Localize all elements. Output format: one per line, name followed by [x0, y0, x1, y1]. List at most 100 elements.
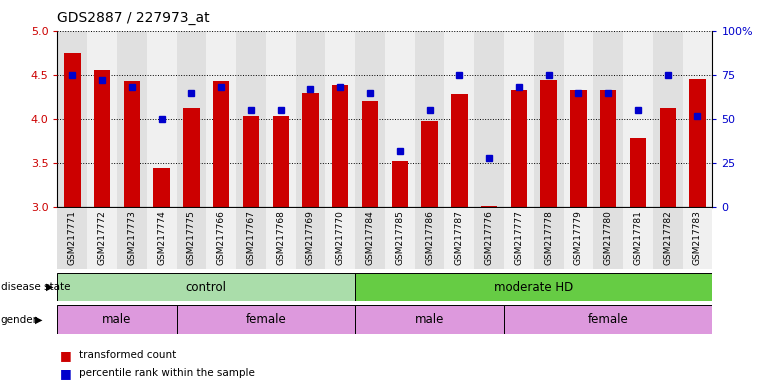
Bar — [206, 31, 236, 207]
Text: GSM217770: GSM217770 — [336, 210, 345, 265]
Text: GSM217776: GSM217776 — [485, 210, 493, 265]
Text: GSM217777: GSM217777 — [515, 210, 523, 265]
Text: male: male — [103, 313, 132, 326]
Bar — [504, 31, 534, 207]
Text: GSM217775: GSM217775 — [187, 210, 196, 265]
Text: female: female — [245, 313, 286, 326]
Bar — [236, 31, 266, 207]
Bar — [296, 31, 326, 207]
Bar — [243, 116, 259, 207]
Bar — [57, 273, 355, 301]
Text: GSM217769: GSM217769 — [306, 210, 315, 265]
Bar — [64, 53, 80, 207]
Bar — [564, 31, 594, 207]
Bar — [117, 207, 147, 269]
Bar — [474, 207, 504, 269]
Bar — [474, 31, 504, 207]
Text: GSM217787: GSM217787 — [455, 210, 464, 265]
Text: GSM217773: GSM217773 — [127, 210, 136, 265]
Bar — [385, 207, 414, 269]
Text: GSM217778: GSM217778 — [544, 210, 553, 265]
Text: GSM217781: GSM217781 — [633, 210, 643, 265]
Bar — [504, 207, 534, 269]
Bar — [534, 207, 564, 269]
Bar — [385, 31, 414, 207]
Bar — [653, 31, 683, 207]
Bar — [355, 273, 712, 301]
Bar — [236, 207, 266, 269]
Bar — [303, 93, 319, 207]
Text: disease state: disease state — [1, 282, 70, 292]
Bar — [653, 207, 683, 269]
Bar — [444, 207, 474, 269]
Bar — [541, 80, 557, 207]
Bar — [660, 108, 676, 207]
Text: GSM217768: GSM217768 — [277, 210, 285, 265]
Text: GSM217783: GSM217783 — [693, 210, 702, 265]
Text: GSM217784: GSM217784 — [365, 210, 375, 265]
Text: GDS2887 / 227973_at: GDS2887 / 227973_at — [57, 11, 210, 25]
Bar — [147, 207, 176, 269]
Bar — [213, 81, 229, 207]
Text: control: control — [186, 281, 227, 293]
Text: ▶: ▶ — [34, 315, 42, 325]
Bar — [326, 207, 355, 269]
Bar — [564, 207, 594, 269]
Text: GSM217782: GSM217782 — [663, 210, 673, 265]
Bar — [683, 31, 712, 207]
Bar — [421, 121, 437, 207]
Bar — [623, 207, 653, 269]
Text: GSM217779: GSM217779 — [574, 210, 583, 265]
Text: ■: ■ — [60, 367, 71, 380]
Bar — [355, 31, 385, 207]
Text: GSM217772: GSM217772 — [97, 210, 106, 265]
Bar — [355, 207, 385, 269]
Bar — [57, 31, 87, 207]
Bar — [332, 86, 349, 207]
Bar — [87, 31, 117, 207]
Bar — [511, 90, 527, 207]
Bar — [183, 108, 200, 207]
Bar — [689, 79, 705, 207]
Bar — [600, 90, 617, 207]
Bar — [534, 31, 564, 207]
Bar — [296, 207, 326, 269]
Bar — [176, 305, 355, 334]
Text: percentile rank within the sample: percentile rank within the sample — [79, 368, 255, 378]
Bar — [391, 161, 408, 207]
Bar — [273, 116, 289, 207]
Bar — [206, 207, 236, 269]
Text: transformed count: transformed count — [79, 350, 176, 360]
Text: ■: ■ — [60, 349, 71, 362]
Bar — [176, 31, 206, 207]
Bar — [444, 31, 474, 207]
Bar — [123, 81, 140, 207]
Text: GSM217785: GSM217785 — [395, 210, 404, 265]
Bar — [414, 207, 444, 269]
Bar — [266, 31, 296, 207]
Bar — [451, 94, 467, 207]
Bar — [362, 101, 378, 207]
Bar — [570, 90, 587, 207]
Bar — [176, 207, 206, 269]
Bar — [153, 167, 170, 207]
Bar — [504, 305, 712, 334]
Text: GSM217774: GSM217774 — [157, 210, 166, 265]
Bar — [594, 31, 623, 207]
Text: GSM217780: GSM217780 — [604, 210, 613, 265]
Text: GSM217786: GSM217786 — [425, 210, 434, 265]
Text: gender: gender — [1, 315, 38, 325]
Text: moderate HD: moderate HD — [494, 281, 574, 293]
Bar — [266, 207, 296, 269]
Bar — [414, 31, 444, 207]
Bar — [147, 31, 176, 207]
Bar — [94, 71, 110, 207]
Text: male: male — [415, 313, 444, 326]
Bar — [355, 305, 504, 334]
Bar — [87, 207, 117, 269]
Bar — [117, 31, 147, 207]
Bar — [630, 139, 647, 207]
Bar — [623, 31, 653, 207]
Bar — [57, 207, 87, 269]
Text: GSM217767: GSM217767 — [247, 210, 255, 265]
